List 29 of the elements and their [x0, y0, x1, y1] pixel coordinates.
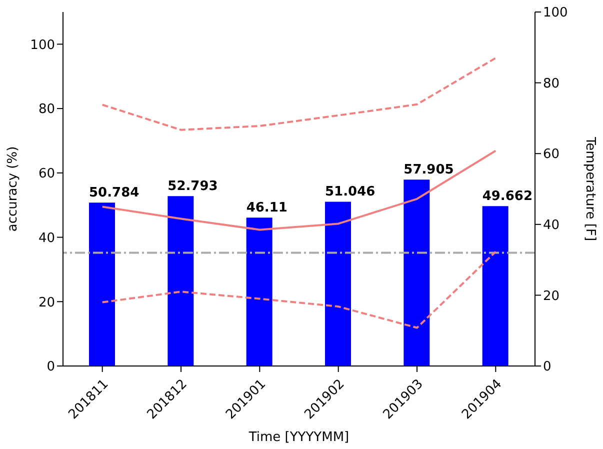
y-tick-label: 40 — [38, 230, 55, 246]
bar — [168, 196, 194, 366]
y-tick-label: 0 — [46, 360, 55, 375]
y2-axis-title: Temperature [F] — [582, 136, 598, 242]
bar — [325, 202, 351, 366]
bar — [404, 180, 430, 366]
y2-tick-label: 40 — [543, 218, 560, 234]
y-tick-label: 20 — [38, 295, 55, 310]
bar — [89, 202, 115, 366]
data-label: 46.11 — [246, 200, 288, 216]
y2-tick-label: 80 — [543, 76, 560, 92]
y2-tick-label: 60 — [543, 147, 560, 162]
y2-tick-label: 20 — [543, 288, 560, 304]
data-label: 49.662 — [482, 189, 533, 204]
y-axis-title: accuracy (%) — [6, 146, 21, 232]
bar — [482, 206, 508, 366]
data-label: 57.905 — [404, 162, 454, 178]
bar — [246, 218, 272, 366]
x-axis-title: Time [YYYYMM] — [248, 430, 350, 445]
data-label: 50.784 — [89, 186, 140, 201]
data-label: 52.793 — [168, 179, 218, 194]
y2-tick-label: 0 — [543, 360, 552, 375]
y-tick-label: 80 — [38, 102, 55, 118]
data-label: 51.046 — [325, 184, 376, 200]
line-series — [101, 250, 497, 329]
y-tick-label: 100 — [30, 38, 55, 53]
line-series — [101, 57, 497, 131]
y-tick-label: 60 — [38, 166, 55, 182]
y2-tick-label: 100 — [543, 6, 568, 21]
